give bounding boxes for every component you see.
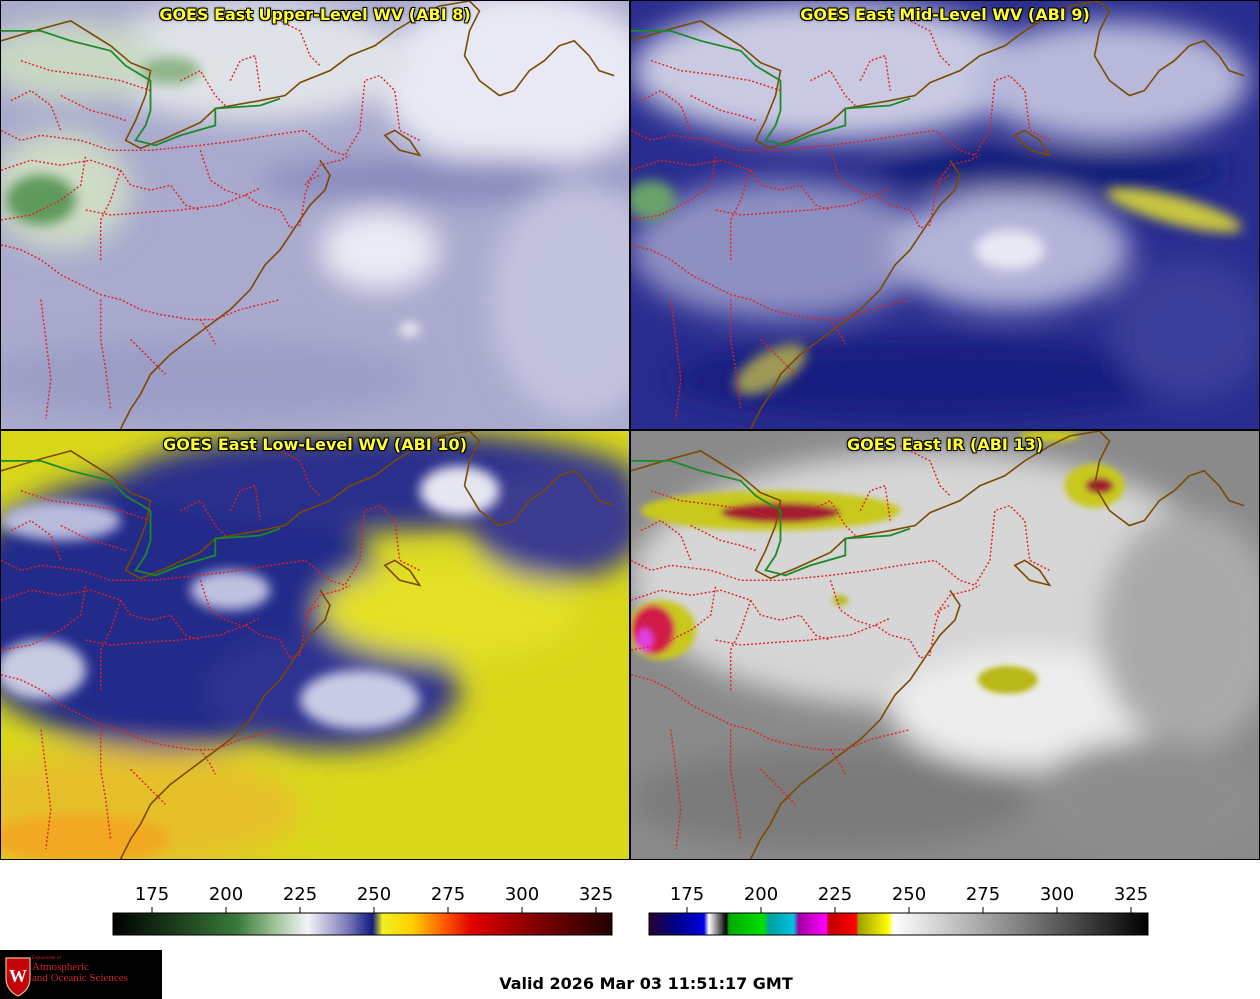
wv-tick-label: 325 (579, 884, 613, 905)
ir-colorbar: 175 200 225 250 275 300 325 (636, 880, 1156, 940)
wv-tick-label: 175 (135, 884, 169, 905)
mid-level-wv-panel: GOES East Mid-Level WV (ABI 9) (630, 0, 1260, 430)
ir-tick-label: 175 (670, 884, 704, 905)
ir-tick-label: 250 (892, 884, 926, 905)
logo-dept-text: Department of (32, 956, 62, 961)
wv-colorbar: 175 200 225 250 275 300 325 (100, 880, 620, 940)
ir-tick-label: 300 (1040, 884, 1074, 905)
wv-tick-label: 200 (209, 884, 243, 905)
panel-title: GOES East Mid-Level WV (ABI 9) (800, 5, 1090, 24)
panel-title: GOES East Low-Level WV (ABI 10) (163, 435, 467, 454)
logo-line-3: and Oceanic Sciences (32, 972, 128, 984)
low-level-wv-panel: GOES East Low-Level WV (ABI 10) (0, 430, 630, 860)
upper-level-wv-panel: GOES East Upper-Level WV (ABI 8) (0, 0, 630, 430)
panel-title: GOES East Upper-Level WV (ABI 8) (159, 5, 471, 24)
aos-logo: W Department of Atmospheric and Oceanic … (0, 950, 162, 999)
ir-tick-label: 200 (744, 884, 778, 905)
ir-panel: GOES East IR (ABI 13) (630, 430, 1260, 860)
svg-text:W: W (9, 966, 27, 986)
wv-tick-label: 275 (431, 884, 465, 905)
ir-tick-label: 225 (818, 884, 852, 905)
uw-crest-icon: W (5, 957, 31, 997)
upper-level-wv-image (1, 1, 629, 429)
mid-level-wv-image (631, 1, 1259, 429)
ir-tick-label: 325 (1114, 884, 1148, 905)
wv-tick-label: 225 (283, 884, 317, 905)
wv-tick-label: 250 (357, 884, 391, 905)
wv-tick-label: 300 (505, 884, 539, 905)
panel-title: GOES East IR (ABI 13) (846, 435, 1044, 454)
logo-line-2: Atmospheric (32, 961, 89, 973)
low-level-wv-image (1, 431, 629, 859)
ir-image (631, 431, 1259, 859)
valid-time: Valid 2026 Mar 03 11:51:17 GMT (499, 974, 793, 993)
ir-tick-label: 275 (966, 884, 1000, 905)
